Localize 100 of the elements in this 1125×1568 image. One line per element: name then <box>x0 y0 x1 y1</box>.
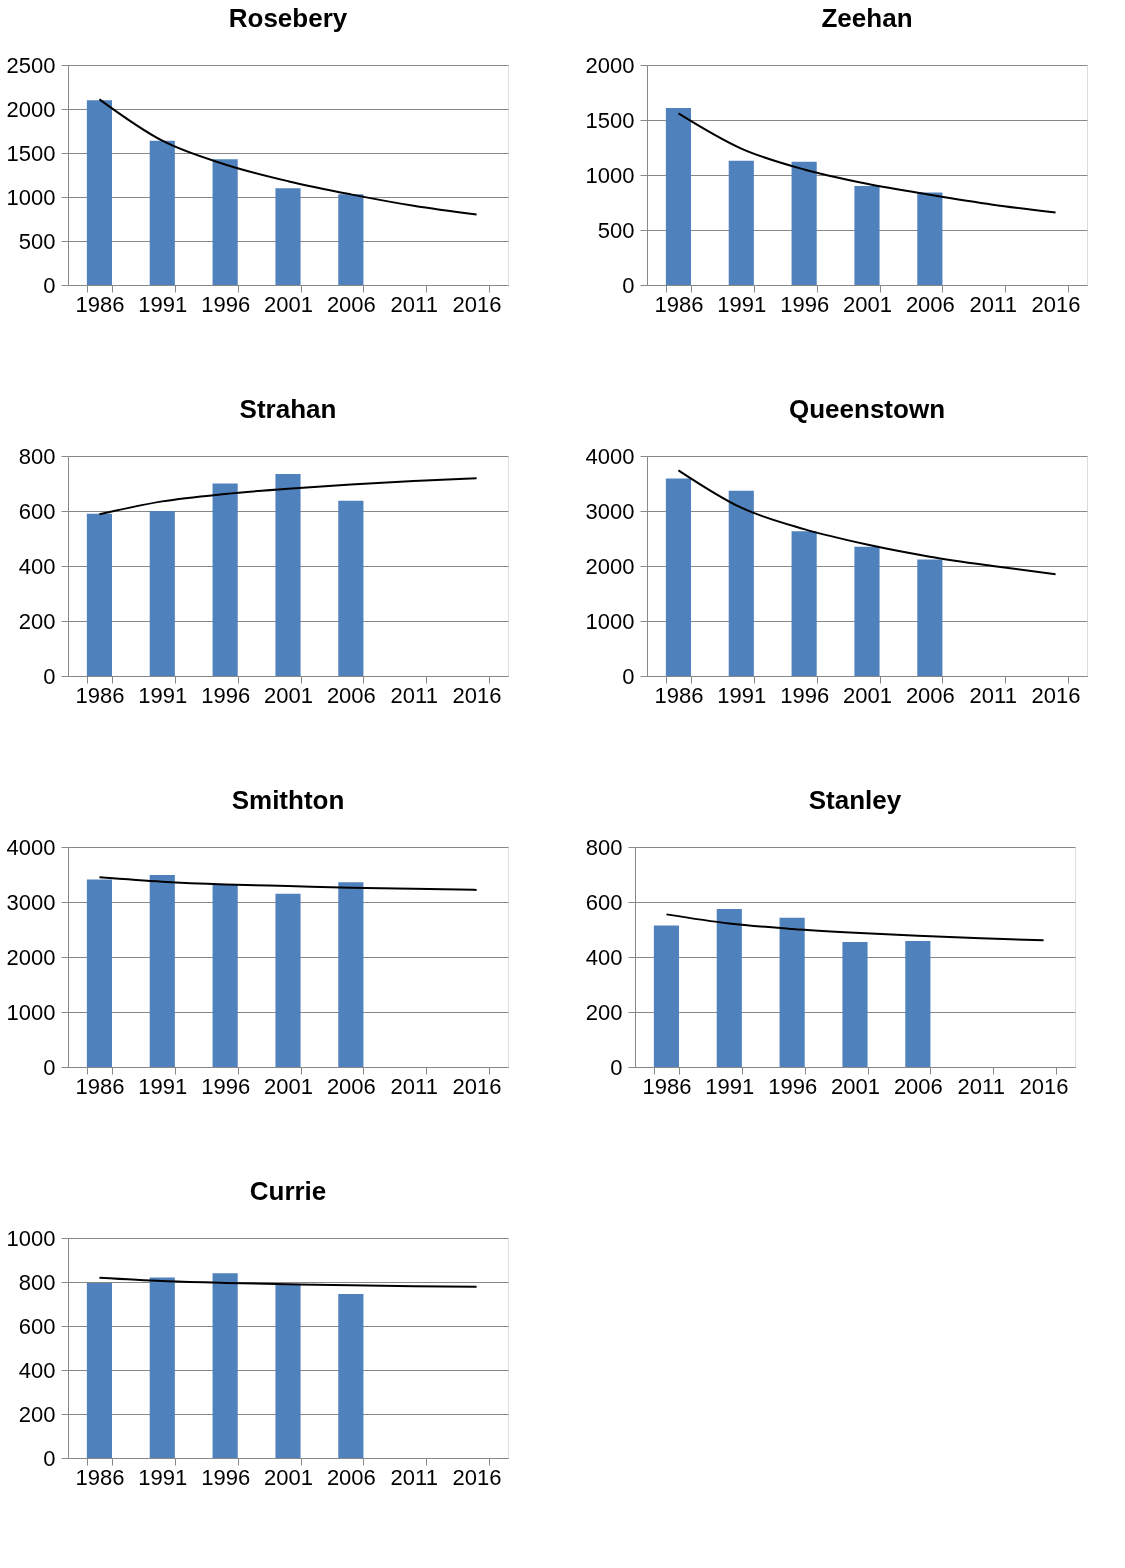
chart-title: Stanley <box>808 785 902 815</box>
x-tick-label: 2016 <box>452 1464 502 1490</box>
x-tick-label: 2016 <box>452 1073 502 1099</box>
x-tick-label: 2006 <box>905 291 955 317</box>
bar <box>728 490 754 676</box>
x-tick-label: 1986 <box>75 682 125 708</box>
bar <box>779 917 805 1067</box>
x-tick-label: 1996 <box>780 291 830 317</box>
x-tick-label: 2001 <box>831 1073 880 1099</box>
y-tick-label: 500 <box>597 217 635 243</box>
y-tick-label: 1000 <box>6 184 56 210</box>
x-tick-label: 2006 <box>326 682 376 708</box>
bar <box>338 194 364 285</box>
x-tick-label: 1991 <box>705 1073 755 1099</box>
y-tick-label: 0 <box>43 663 56 689</box>
y-tick-label: 4000 <box>6 834 56 860</box>
bar <box>917 559 943 676</box>
bar <box>212 159 238 285</box>
line-series <box>98 98 478 216</box>
x-tick-label: 1991 <box>138 1464 188 1490</box>
x-tick-label: 1991 <box>138 1073 188 1099</box>
y-tick-label: 0 <box>610 1054 623 1080</box>
y-tick-label: 3000 <box>585 498 635 524</box>
y-tick-label: 2000 <box>585 553 635 579</box>
bar <box>338 1293 364 1458</box>
x-tick-label: 1986 <box>75 1464 125 1490</box>
x-tick-label: 1996 <box>201 682 251 708</box>
x-tick-label: 2016 <box>1019 1073 1069 1099</box>
x-tick-label: 1986 <box>642 1073 692 1099</box>
x-tick-label: 2006 <box>905 682 955 708</box>
y-tick-label: 400 <box>585 944 623 970</box>
x-tick-label: 2001 <box>264 1073 313 1099</box>
y-tick-label: 1000 <box>6 999 56 1025</box>
x-tick-label: 2011 <box>969 682 1017 708</box>
bar <box>86 1283 112 1458</box>
y-tick-label: 0 <box>43 272 56 298</box>
y-tick-label: 400 <box>18 1357 56 1383</box>
x-tick-label: 1996 <box>201 291 251 317</box>
chart-title: Smithton <box>231 785 345 815</box>
x-tick-label: 2006 <box>893 1073 943 1099</box>
y-tick-label: 2000 <box>6 944 56 970</box>
x-tick-label: 2011 <box>390 682 438 708</box>
bar <box>665 107 691 285</box>
bar <box>149 1277 175 1458</box>
bar <box>842 941 868 1067</box>
y-tick-label: 1000 <box>585 162 635 188</box>
bar <box>665 478 691 676</box>
line-series <box>98 1276 478 1288</box>
chart-title: Queenstown <box>788 394 946 424</box>
y-tick-label: 200 <box>18 608 56 634</box>
chart-title: Strahan <box>239 394 337 424</box>
x-tick-label: 1996 <box>780 682 830 708</box>
y-tick-label: 2500 <box>6 52 56 78</box>
bar <box>653 925 679 1067</box>
y-tick-label: 0 <box>43 1054 56 1080</box>
chart-title: Zeehan <box>821 3 913 33</box>
y-tick-label: 800 <box>18 1269 56 1295</box>
y-tick-label: 2000 <box>6 96 56 122</box>
x-tick-label: 1986 <box>75 1073 125 1099</box>
x-tick-label: 2011 <box>957 1073 1005 1099</box>
x-tick-label: 2006 <box>326 1073 376 1099</box>
bar <box>917 192 943 285</box>
x-tick-label: 2016 <box>1031 682 1081 708</box>
bar <box>149 140 175 285</box>
x-tick-label: 2016 <box>1031 291 1081 317</box>
y-tick-label: 1000 <box>6 1225 56 1251</box>
bar <box>854 546 880 676</box>
x-tick-label: 1986 <box>75 291 125 317</box>
x-tick-label: 1996 <box>201 1073 251 1099</box>
bar <box>728 160 754 285</box>
x-tick-label: 2011 <box>390 291 438 317</box>
x-tick-label: 2006 <box>326 1464 376 1490</box>
x-tick-label: 2016 <box>452 682 502 708</box>
x-tick-label: 1986 <box>654 682 704 708</box>
chart-title: Currie <box>249 1176 327 1206</box>
y-tick-label: 0 <box>622 272 635 298</box>
bar <box>149 511 175 676</box>
x-tick-label: 1991 <box>138 291 188 317</box>
bar <box>212 483 238 676</box>
chart-title: Rosebery <box>228 3 348 33</box>
y-tick-label: 600 <box>18 498 56 524</box>
x-tick-label: 2001 <box>264 291 313 317</box>
x-tick-label: 1991 <box>138 682 188 708</box>
bar <box>275 188 301 285</box>
x-tick-label: 2001 <box>264 682 313 708</box>
y-tick-label: 0 <box>622 663 635 689</box>
y-tick-label: 1500 <box>585 107 635 133</box>
line-series <box>677 112 1057 214</box>
bar <box>854 186 880 285</box>
line-series <box>98 477 478 516</box>
y-tick-label: 400 <box>18 553 56 579</box>
x-tick-label: 2016 <box>452 291 502 317</box>
x-tick-label: 1986 <box>654 291 704 317</box>
x-tick-label: 2006 <box>326 291 376 317</box>
bar <box>275 1283 301 1458</box>
x-tick-label: 2001 <box>843 291 892 317</box>
y-tick-label: 500 <box>18 228 56 254</box>
bar <box>716 908 742 1067</box>
y-tick-label: 200 <box>18 1401 56 1427</box>
line-series <box>665 913 1045 942</box>
